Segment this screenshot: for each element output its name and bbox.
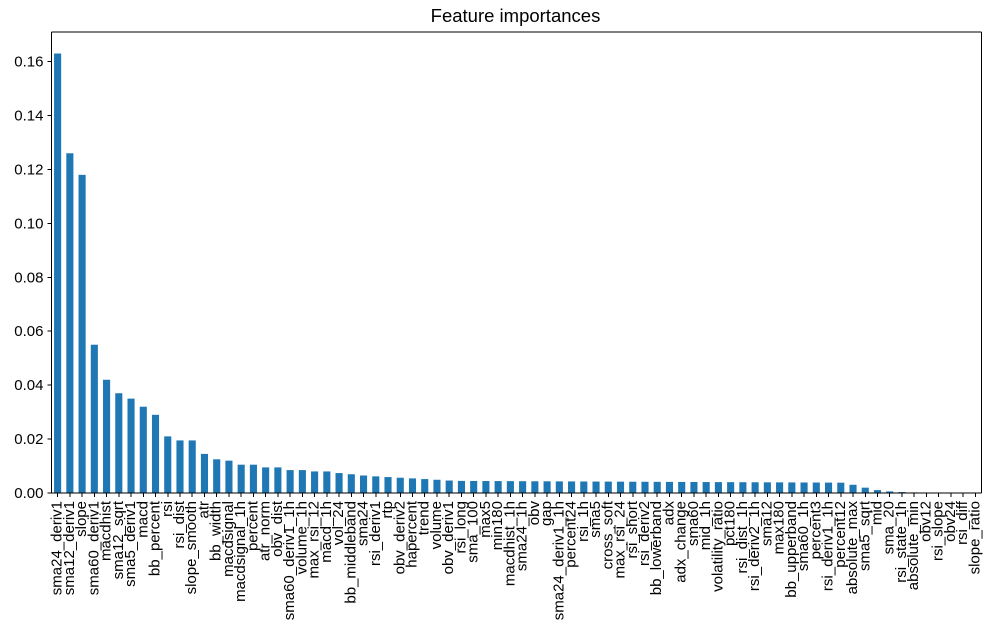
- svg-text:0.04: 0.04: [14, 377, 43, 394]
- svg-text:slope_ratio: slope_ratio: [966, 501, 983, 574]
- svg-text:0.14: 0.14: [14, 108, 43, 125]
- svg-text:0.06: 0.06: [14, 323, 43, 340]
- svg-text:0.12: 0.12: [14, 161, 43, 178]
- svg-text:0.10: 0.10: [14, 215, 43, 232]
- svg-text:0.00: 0.00: [14, 485, 43, 502]
- svg-text:0.16: 0.16: [14, 54, 43, 71]
- svg-text:0.02: 0.02: [14, 431, 43, 448]
- svg-text:Feature importances: Feature importances: [431, 5, 601, 26]
- svg-text:0.08: 0.08: [14, 269, 43, 286]
